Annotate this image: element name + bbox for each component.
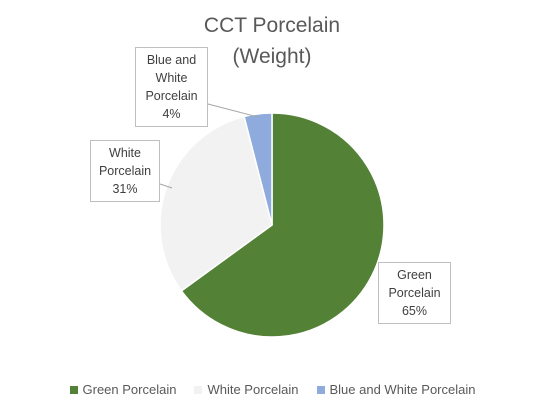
data-label: Green Porcelain 65% bbox=[378, 262, 451, 324]
data-label-name: Blue and White Porcelain bbox=[145, 53, 198, 103]
data-label: Blue and White Porcelain 4% bbox=[135, 47, 208, 127]
data-label-value: 4% bbox=[162, 107, 181, 121]
legend-label: Green Porcelain bbox=[82, 382, 177, 397]
legend: Green Porcelain White Porcelain Blue and W… bbox=[0, 382, 545, 397]
legend-marker bbox=[69, 385, 78, 394]
data-label-name: White Porcelain bbox=[98, 146, 152, 178]
data-label-name: Green Porcelain bbox=[388, 268, 441, 300]
legend-label: White Porcelain bbox=[207, 382, 299, 397]
legend-item: Blue and White Porcelain bbox=[316, 382, 476, 397]
pie-slice bbox=[243, 112, 273, 226]
legend-marker bbox=[194, 385, 203, 394]
pie-slice bbox=[159, 115, 273, 292]
leader-line bbox=[159, 183, 173, 189]
legend-label: Blue and White Porcelain bbox=[329, 382, 476, 397]
data-label-value: 65% bbox=[401, 304, 428, 318]
legend-item: White Porcelain bbox=[194, 382, 299, 397]
chart-title: CCT Porcelain (Weight) bbox=[203, 14, 341, 68]
legend-item: Green Porcelain bbox=[69, 382, 177, 397]
pie-slice bbox=[180, 112, 385, 338]
legend-marker bbox=[316, 385, 325, 394]
data-label: White Porcelain 31% bbox=[90, 140, 160, 202]
leader-line bbox=[207, 103, 259, 118]
data-label-value: 31% bbox=[112, 182, 138, 196]
